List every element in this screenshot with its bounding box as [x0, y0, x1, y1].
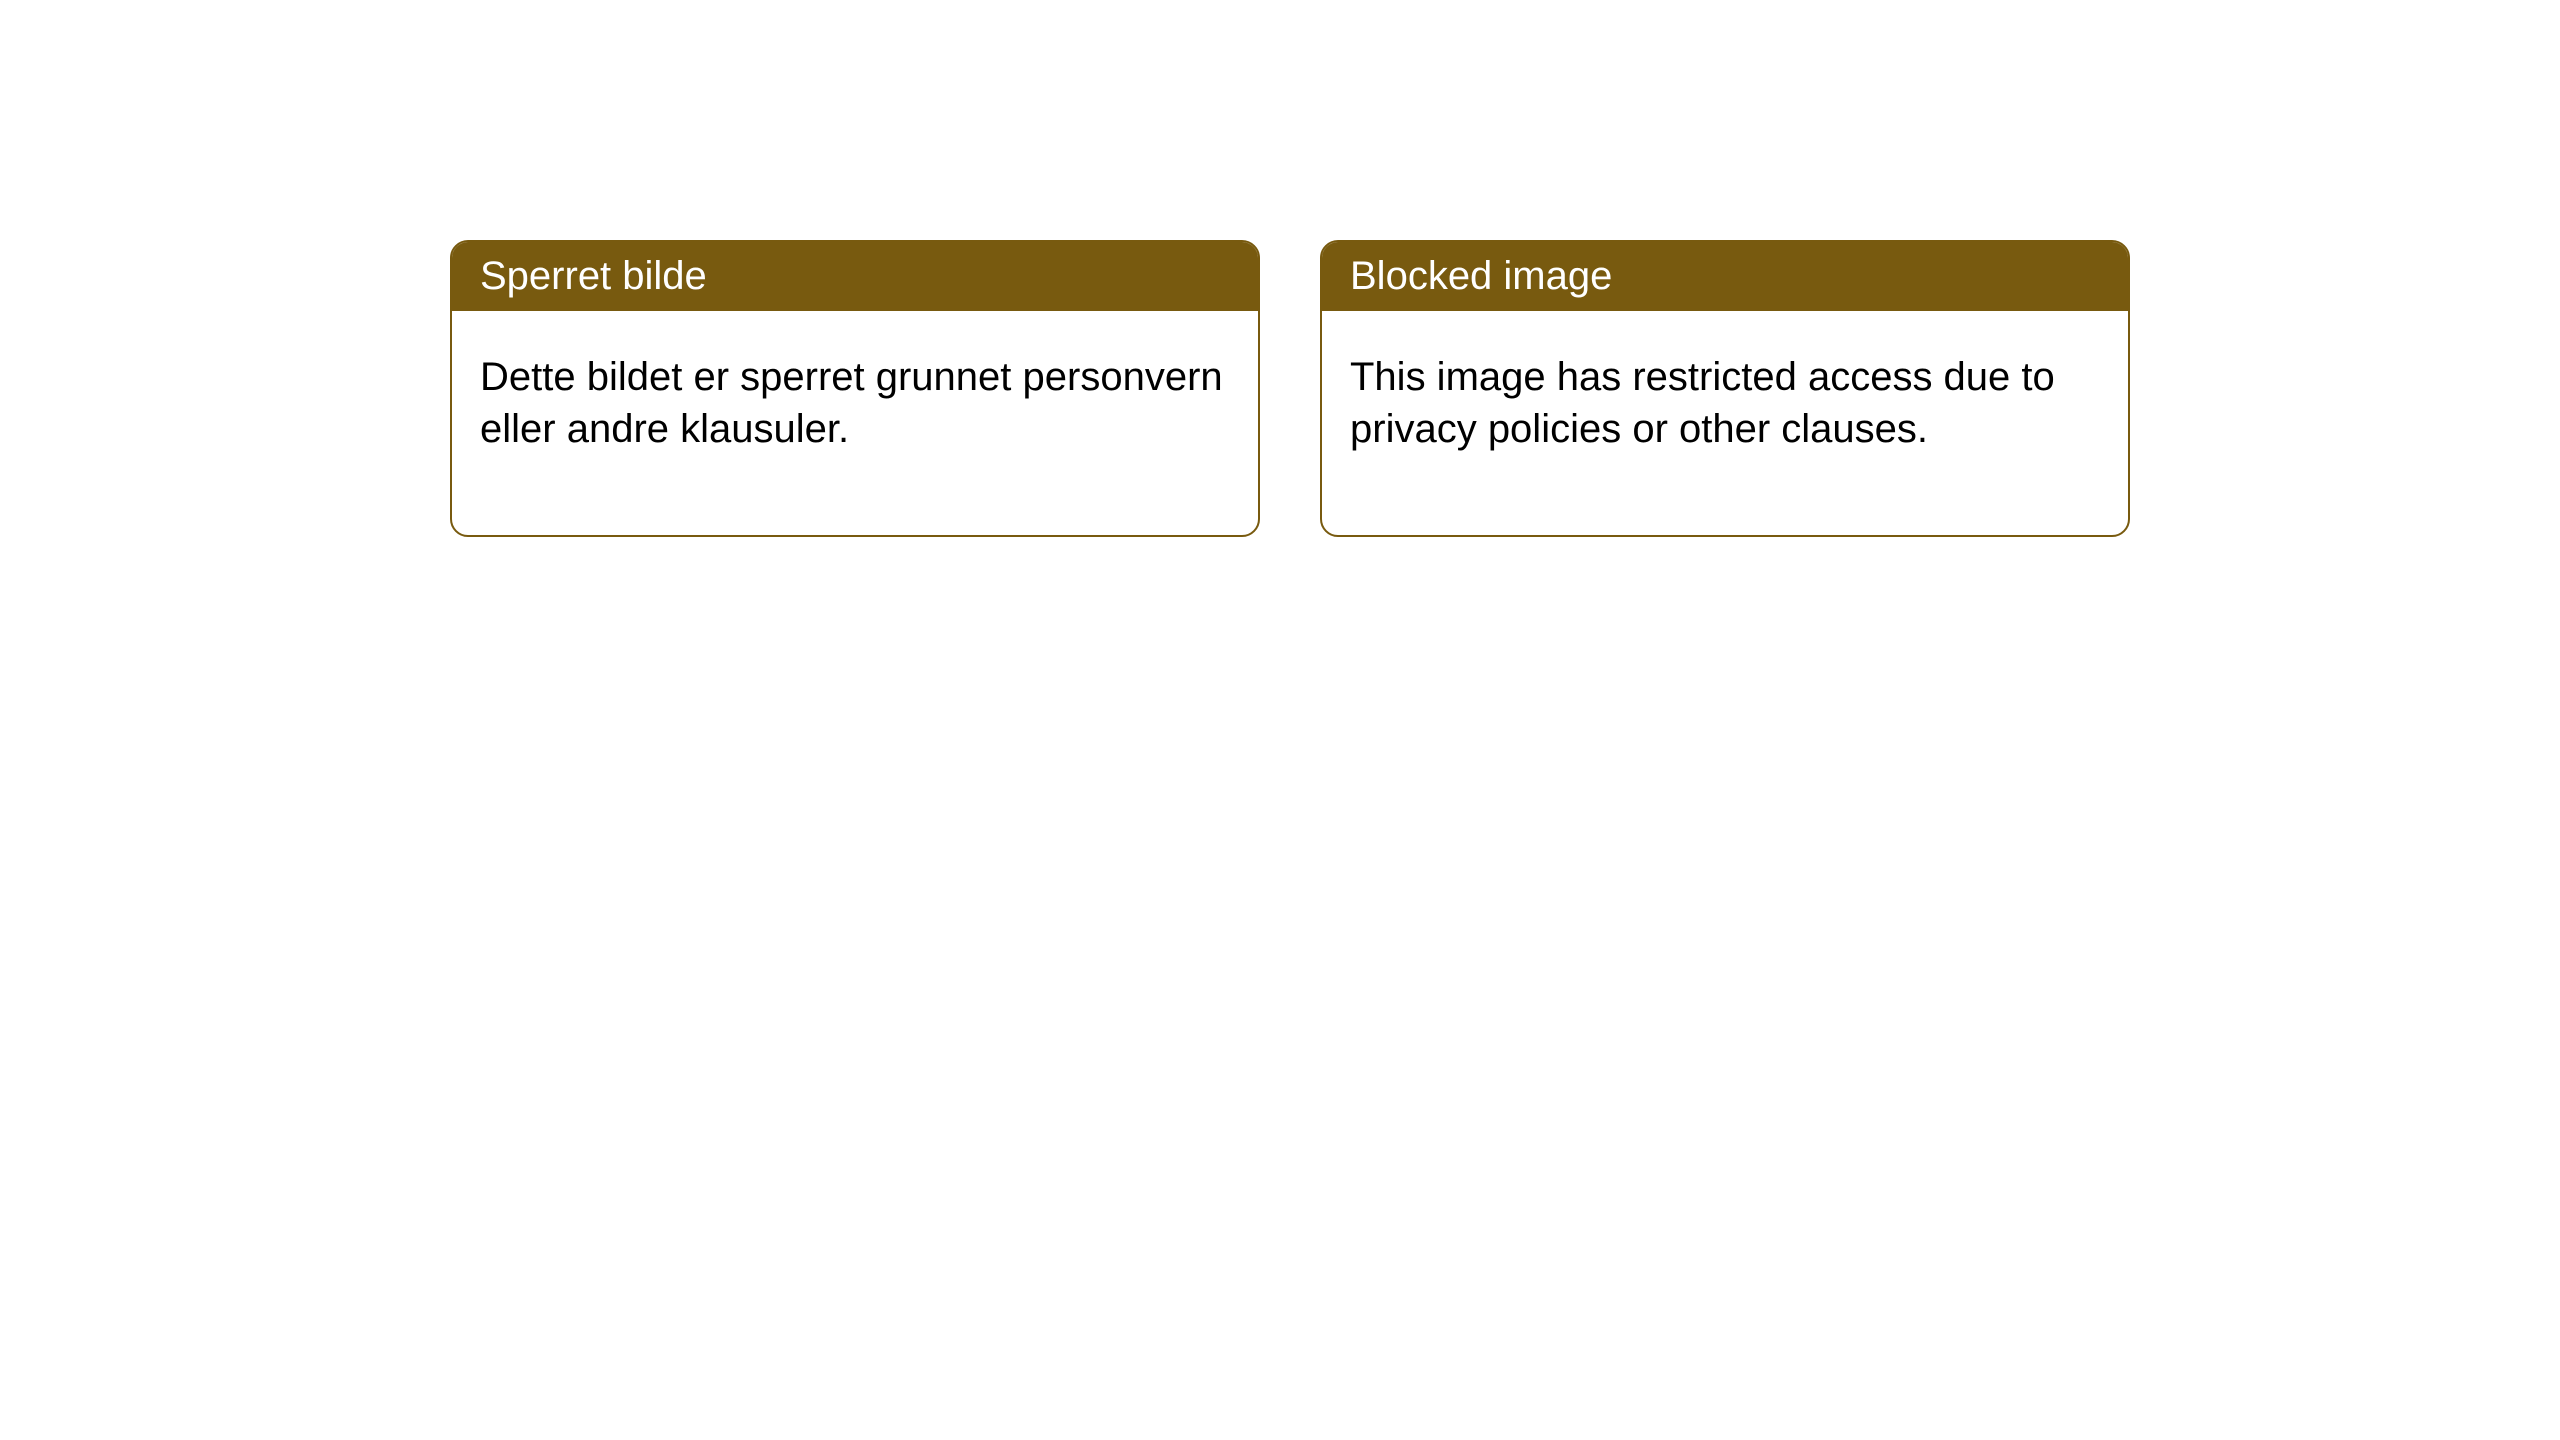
- card-body-text: This image has restricted access due to …: [1350, 355, 2055, 451]
- notice-cards-container: Sperret bilde Dette bildet er sperret gr…: [0, 0, 2560, 537]
- notice-card-english: Blocked image This image has restricted …: [1320, 240, 2130, 537]
- card-header: Sperret bilde: [452, 242, 1258, 311]
- card-title: Blocked image: [1350, 254, 1612, 298]
- card-title: Sperret bilde: [480, 254, 707, 298]
- card-body-text: Dette bildet er sperret grunnet personve…: [480, 355, 1223, 451]
- card-header: Blocked image: [1322, 242, 2128, 311]
- card-body: This image has restricted access due to …: [1322, 311, 2128, 535]
- card-body: Dette bildet er sperret grunnet personve…: [452, 311, 1258, 535]
- notice-card-norwegian: Sperret bilde Dette bildet er sperret gr…: [450, 240, 1260, 537]
